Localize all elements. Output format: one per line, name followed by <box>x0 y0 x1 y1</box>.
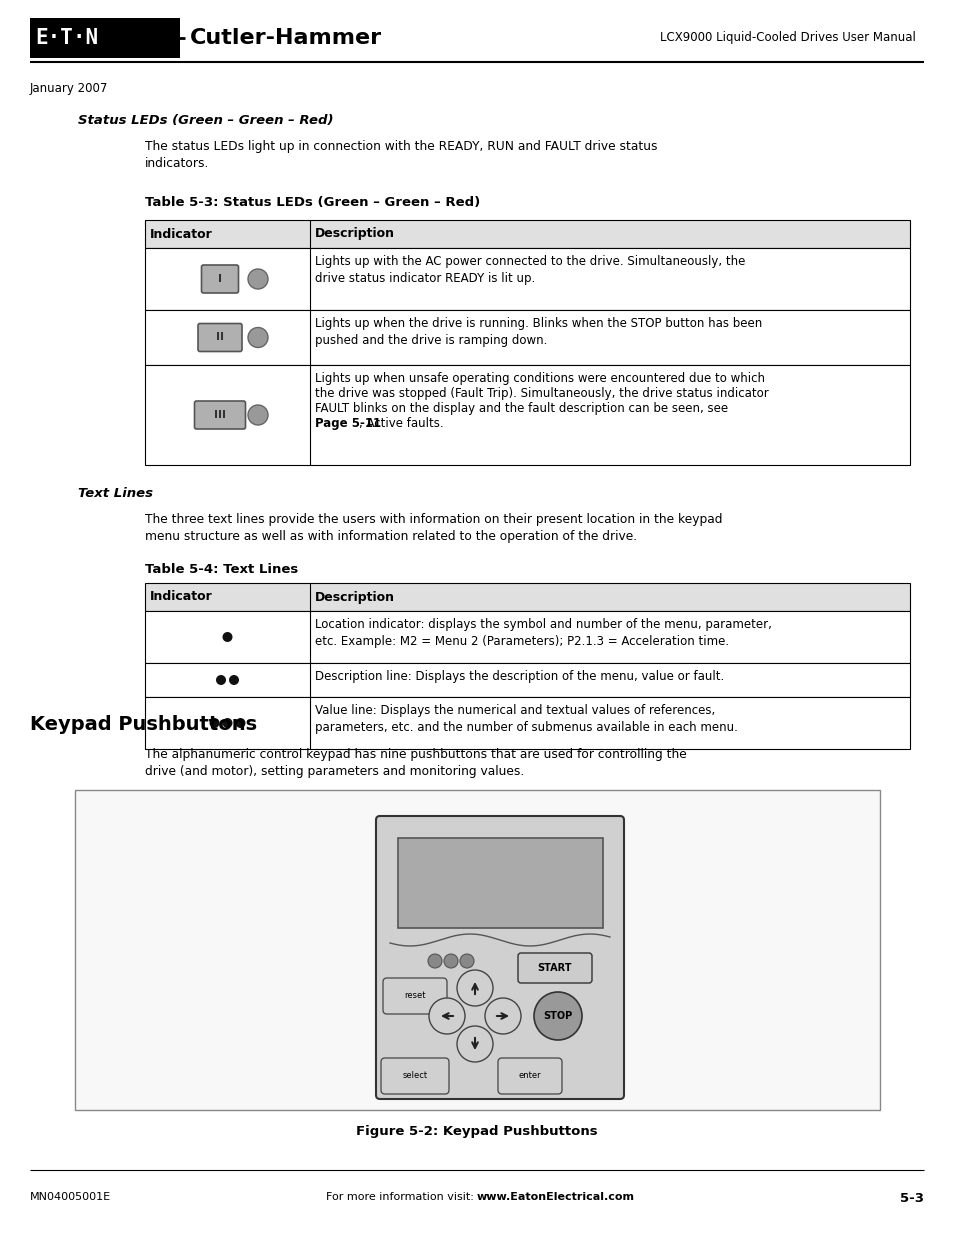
Text: FAULT blinks on the display and the fault description can be seen, see: FAULT blinks on the display and the faul… <box>314 403 727 415</box>
Circle shape <box>456 969 493 1007</box>
Text: Lights up when the drive is running. Blinks when the STOP button has been
pushed: Lights up when the drive is running. Bli… <box>314 317 761 347</box>
Bar <box>30 19 180 58</box>
Text: Description: Description <box>314 590 395 604</box>
Text: Cutler-Hammer: Cutler-Hammer <box>190 28 382 48</box>
Text: Description: Description <box>314 227 395 241</box>
Text: Location indicator: displays the symbol and number of the menu, parameter,
etc. : Location indicator: displays the symbol … <box>314 618 771 648</box>
Text: The status LEDs light up in connection with the READY, RUN and FAULT drive statu: The status LEDs light up in connection w… <box>145 140 657 170</box>
Circle shape <box>222 632 233 642</box>
Text: STOP: STOP <box>543 1011 572 1021</box>
Text: Description line: Displays the description of the menu, value or fault.: Description line: Displays the descripti… <box>314 671 723 683</box>
FancyBboxPatch shape <box>382 978 447 1014</box>
Text: Lights up with the AC power connected to the drive. Simultaneously, the
drive st: Lights up with the AC power connected to… <box>314 254 744 285</box>
Text: III: III <box>213 410 226 420</box>
FancyBboxPatch shape <box>517 953 592 983</box>
FancyBboxPatch shape <box>198 324 242 352</box>
Circle shape <box>210 718 219 727</box>
Circle shape <box>235 718 245 727</box>
Text: Value line: Displays the numerical and textual values of references,
parameters,: Value line: Displays the numerical and t… <box>314 704 737 734</box>
FancyBboxPatch shape <box>380 1058 449 1094</box>
Text: I: I <box>218 274 222 284</box>
Bar <box>145 310 909 366</box>
Circle shape <box>248 269 268 289</box>
Text: www.EatonElectrical.com: www.EatonElectrical.com <box>476 1192 635 1202</box>
Text: Text Lines: Text Lines <box>78 487 152 500</box>
Circle shape <box>248 327 268 347</box>
Text: The alphanumeric control keypad has nine pushbuttons that are used for controlli: The alphanumeric control keypad has nine… <box>145 748 686 778</box>
Text: January 2007: January 2007 <box>30 82 109 95</box>
Text: the drive was stopped (Fault Trip). Simultaneously, the drive status indicator: the drive was stopped (Fault Trip). Simu… <box>314 387 768 400</box>
Bar <box>145 248 909 310</box>
Text: 5-3: 5-3 <box>899 1192 923 1205</box>
FancyBboxPatch shape <box>194 401 245 429</box>
Text: Indicator: Indicator <box>150 590 213 604</box>
Text: , Active faults.: , Active faults. <box>358 417 443 430</box>
Text: Table 5-4: Text Lines: Table 5-4: Text Lines <box>145 563 298 576</box>
Circle shape <box>456 1026 493 1062</box>
Circle shape <box>534 992 581 1040</box>
Circle shape <box>428 953 441 968</box>
Text: Status LEDs (Green – Green – Red): Status LEDs (Green – Green – Red) <box>78 114 334 127</box>
Text: The three text lines provide the users with information on their present locatio: The three text lines provide the users w… <box>145 513 721 543</box>
Circle shape <box>429 998 464 1034</box>
Circle shape <box>215 676 226 685</box>
Circle shape <box>459 953 474 968</box>
Bar <box>397 839 602 927</box>
Text: reset: reset <box>404 992 425 1000</box>
Bar <box>145 583 909 611</box>
FancyBboxPatch shape <box>497 1058 561 1094</box>
Text: Figure 5-2: Keypad Pushbuttons: Figure 5-2: Keypad Pushbuttons <box>355 1125 598 1137</box>
Text: select: select <box>402 1072 427 1081</box>
Circle shape <box>248 405 268 425</box>
Text: II: II <box>215 332 224 342</box>
Text: E·T·N: E·T·N <box>35 28 98 48</box>
Bar <box>145 366 909 466</box>
Circle shape <box>222 718 233 727</box>
Text: enter: enter <box>518 1072 540 1081</box>
Bar <box>145 611 909 663</box>
Bar <box>75 790 879 1110</box>
Text: LCX9000 Liquid-Cooled Drives User Manual: LCX9000 Liquid-Cooled Drives User Manual <box>659 32 915 44</box>
FancyBboxPatch shape <box>201 266 238 293</box>
Circle shape <box>484 998 520 1034</box>
Circle shape <box>443 953 457 968</box>
Text: Keypad Pushbuttons: Keypad Pushbuttons <box>30 715 257 734</box>
Bar <box>145 663 909 697</box>
Bar <box>145 697 909 748</box>
Text: Table 5-3: Status LEDs (Green – Green – Red): Table 5-3: Status LEDs (Green – Green – … <box>145 196 479 209</box>
Circle shape <box>229 676 239 685</box>
Text: Indicator: Indicator <box>150 227 213 241</box>
Text: MN04005001E: MN04005001E <box>30 1192 111 1202</box>
Text: START: START <box>537 963 572 973</box>
Text: Lights up when unsafe operating conditions were encountered due to which: Lights up when unsafe operating conditio… <box>314 372 764 385</box>
Bar <box>145 220 909 248</box>
Text: For more information visit:: For more information visit: <box>325 1192 476 1202</box>
Text: Page 5-11: Page 5-11 <box>314 417 381 430</box>
FancyBboxPatch shape <box>375 816 623 1099</box>
